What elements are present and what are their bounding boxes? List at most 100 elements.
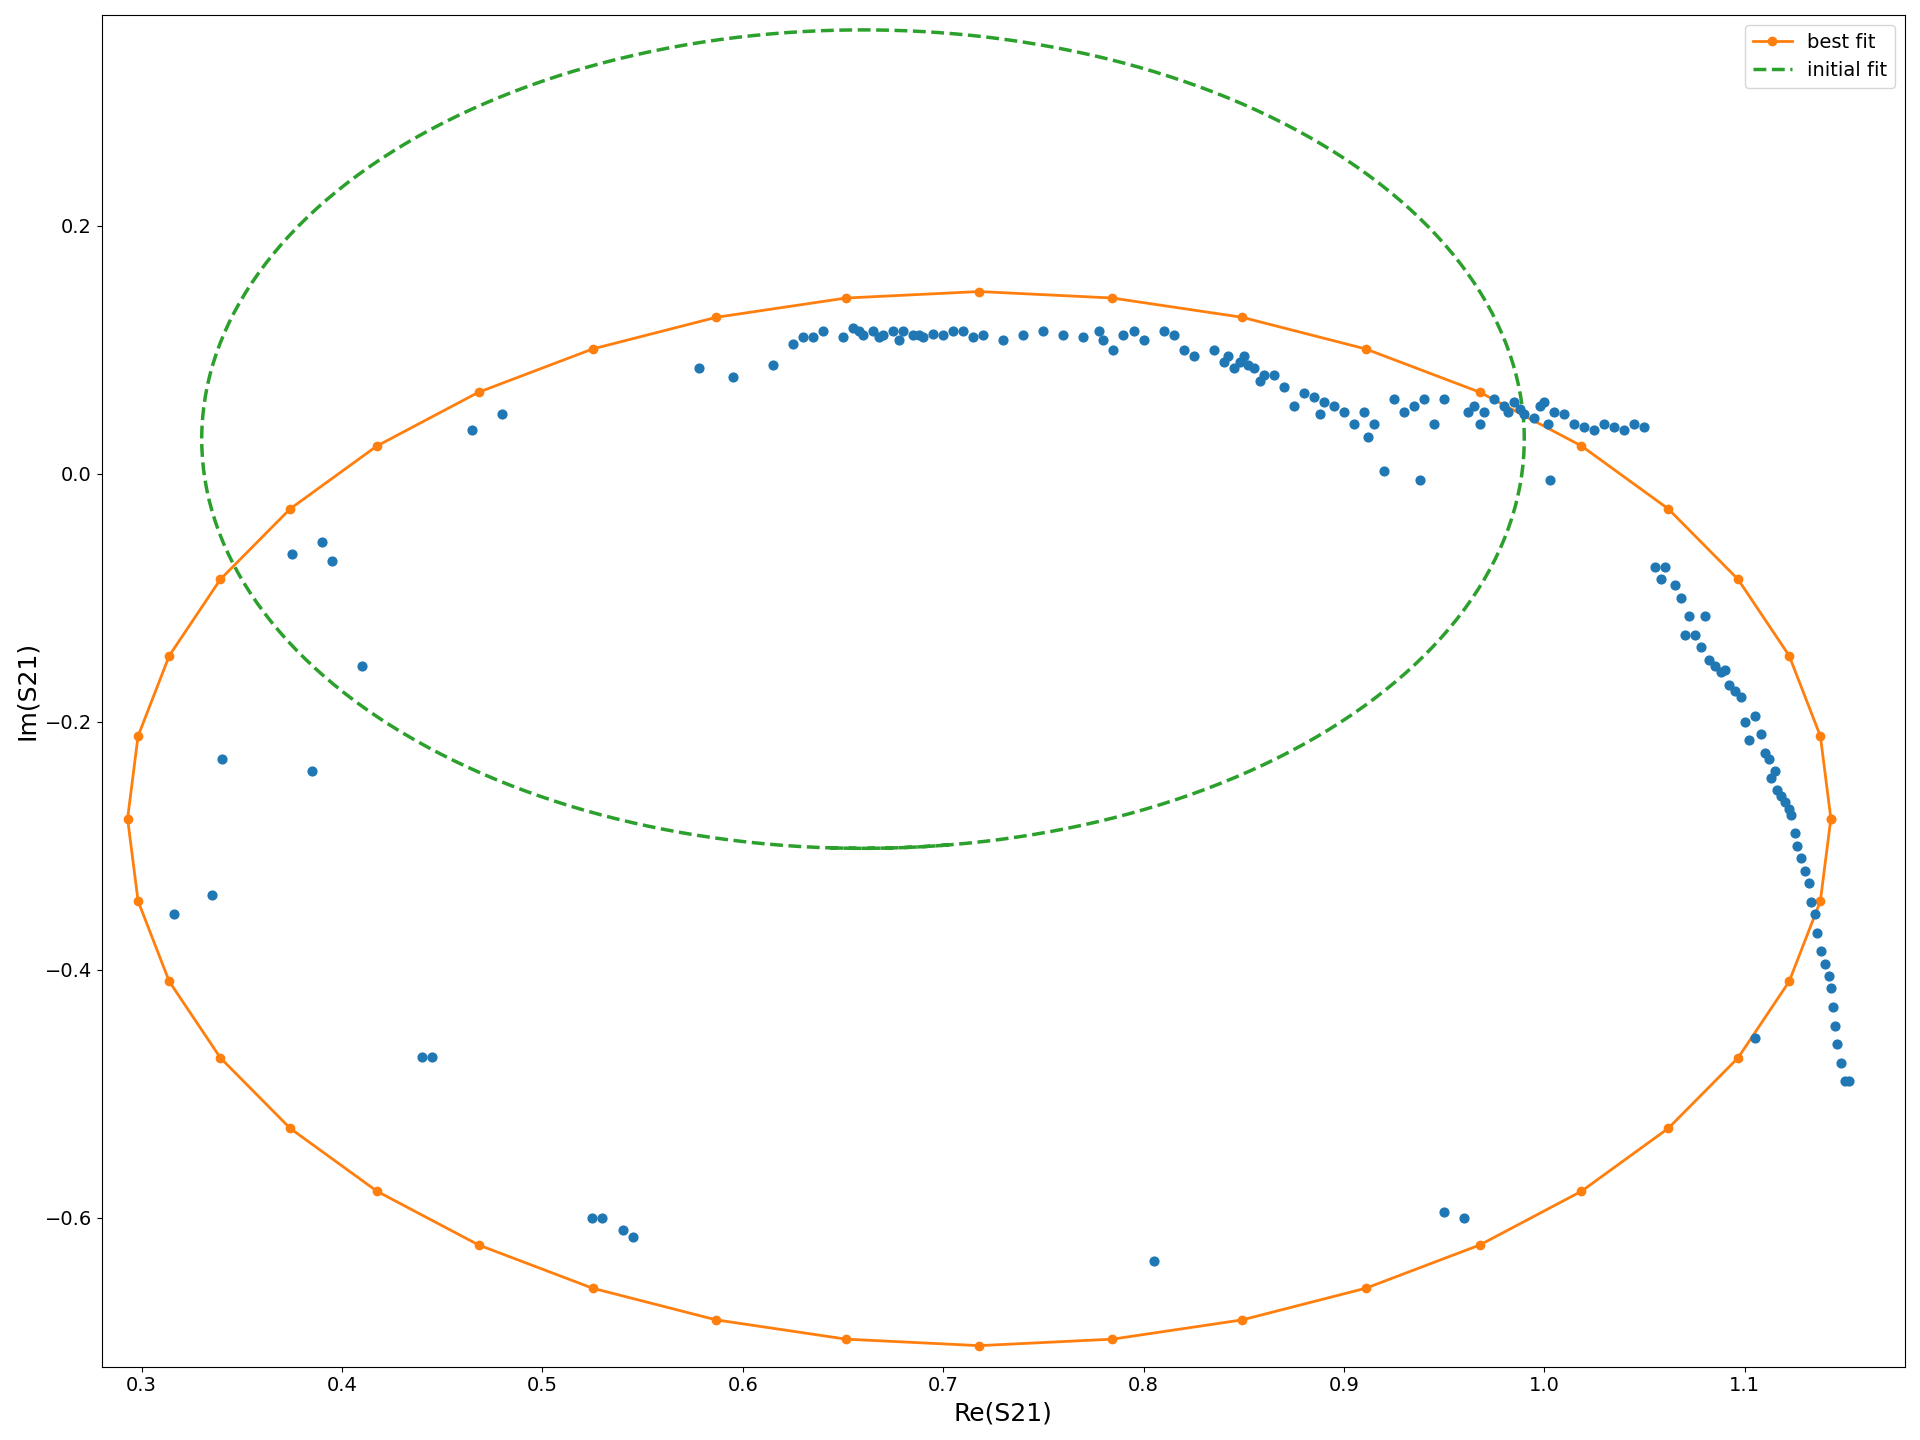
- Point: [1465, 413, 1496, 436]
- Point: [787, 325, 818, 348]
- Point: [1680, 624, 1711, 647]
- Point: [1786, 847, 1816, 870]
- initial fit: [852, 840, 876, 857]
- initial fit: [634, 45, 657, 62]
- initial fit: [943, 835, 966, 852]
- best fit: [705, 308, 728, 325]
- Point: [1630, 415, 1661, 438]
- Point: [1534, 468, 1565, 491]
- Point: [1453, 400, 1484, 423]
- Line: best fit: best fit: [123, 288, 1836, 1349]
- Point: [1338, 413, 1369, 436]
- Point: [1590, 413, 1620, 436]
- Point: [1269, 376, 1300, 399]
- Point: [157, 903, 188, 926]
- Point: [758, 353, 789, 376]
- Point: [296, 760, 326, 783]
- Legend: best fit, initial fit: best fit, initial fit: [1745, 24, 1895, 88]
- best fit: [1809, 727, 1832, 744]
- best fit: [835, 289, 858, 307]
- Point: [1645, 567, 1676, 590]
- Point: [1352, 425, 1382, 448]
- Point: [1822, 1032, 1853, 1056]
- Point: [1238, 357, 1269, 380]
- Point: [1599, 415, 1630, 438]
- Point: [1755, 766, 1786, 789]
- initial fit: [856, 840, 879, 857]
- best fit: [1231, 1312, 1254, 1329]
- best fit: [1354, 1280, 1377, 1297]
- best fit: [1469, 1237, 1492, 1254]
- Point: [1761, 779, 1791, 802]
- Point: [899, 324, 929, 347]
- best fit: [1354, 340, 1377, 357]
- Point: [1809, 952, 1839, 975]
- Point: [1690, 605, 1720, 628]
- Point: [1705, 661, 1736, 684]
- Point: [1027, 320, 1058, 343]
- Point: [1198, 338, 1229, 361]
- Point: [1379, 387, 1409, 410]
- Point: [407, 1045, 438, 1068]
- best fit: [1809, 893, 1832, 910]
- Point: [1699, 655, 1730, 678]
- Point: [1098, 338, 1129, 361]
- Point: [1549, 403, 1580, 426]
- best fit: [157, 647, 180, 664]
- Point: [417, 1045, 447, 1068]
- Point: [847, 324, 877, 347]
- Point: [276, 543, 307, 566]
- best fit: [835, 1331, 858, 1348]
- Point: [1776, 804, 1807, 827]
- Point: [808, 320, 839, 343]
- Point: [1834, 1070, 1864, 1093]
- Point: [1167, 338, 1198, 361]
- best fit: [1778, 647, 1801, 664]
- best fit: [582, 340, 605, 357]
- Point: [1532, 413, 1563, 436]
- Point: [1279, 395, 1309, 418]
- Point: [1609, 419, 1640, 442]
- Point: [1304, 403, 1334, 426]
- best fit: [1657, 500, 1680, 517]
- Y-axis label: Im(S21): Im(S21): [15, 641, 38, 740]
- Point: [1409, 387, 1440, 410]
- Point: [1085, 320, 1116, 343]
- Point: [1745, 723, 1776, 746]
- Point: [1659, 575, 1690, 598]
- Point: [307, 530, 338, 553]
- Point: [1749, 742, 1780, 765]
- Point: [1780, 822, 1811, 845]
- best fit: [1100, 1331, 1123, 1348]
- Point: [887, 320, 918, 343]
- best fit: [1469, 383, 1492, 400]
- Point: [718, 366, 749, 389]
- best fit: [582, 1280, 605, 1297]
- Point: [1398, 395, 1428, 418]
- Point: [1233, 353, 1263, 376]
- Point: [1219, 357, 1250, 380]
- Point: [1668, 624, 1699, 647]
- Point: [1108, 324, 1139, 347]
- Point: [1388, 400, 1419, 423]
- Point: [1129, 328, 1160, 351]
- Point: [1428, 387, 1459, 410]
- Point: [1505, 397, 1536, 420]
- best fit: [467, 1237, 490, 1254]
- Point: [908, 325, 939, 348]
- best fit: [209, 570, 232, 588]
- Point: [868, 324, 899, 347]
- Point: [205, 747, 236, 770]
- Point: [1494, 400, 1524, 423]
- Point: [1740, 704, 1770, 727]
- Point: [1524, 395, 1555, 418]
- Point: [588, 1207, 618, 1230]
- best fit: [1820, 809, 1843, 827]
- best fit: [1726, 1050, 1749, 1067]
- Point: [1225, 351, 1256, 374]
- Point: [883, 328, 914, 351]
- initial fit: [895, 22, 918, 39]
- Point: [1686, 636, 1716, 660]
- best fit: [365, 1182, 388, 1200]
- Point: [1309, 390, 1340, 413]
